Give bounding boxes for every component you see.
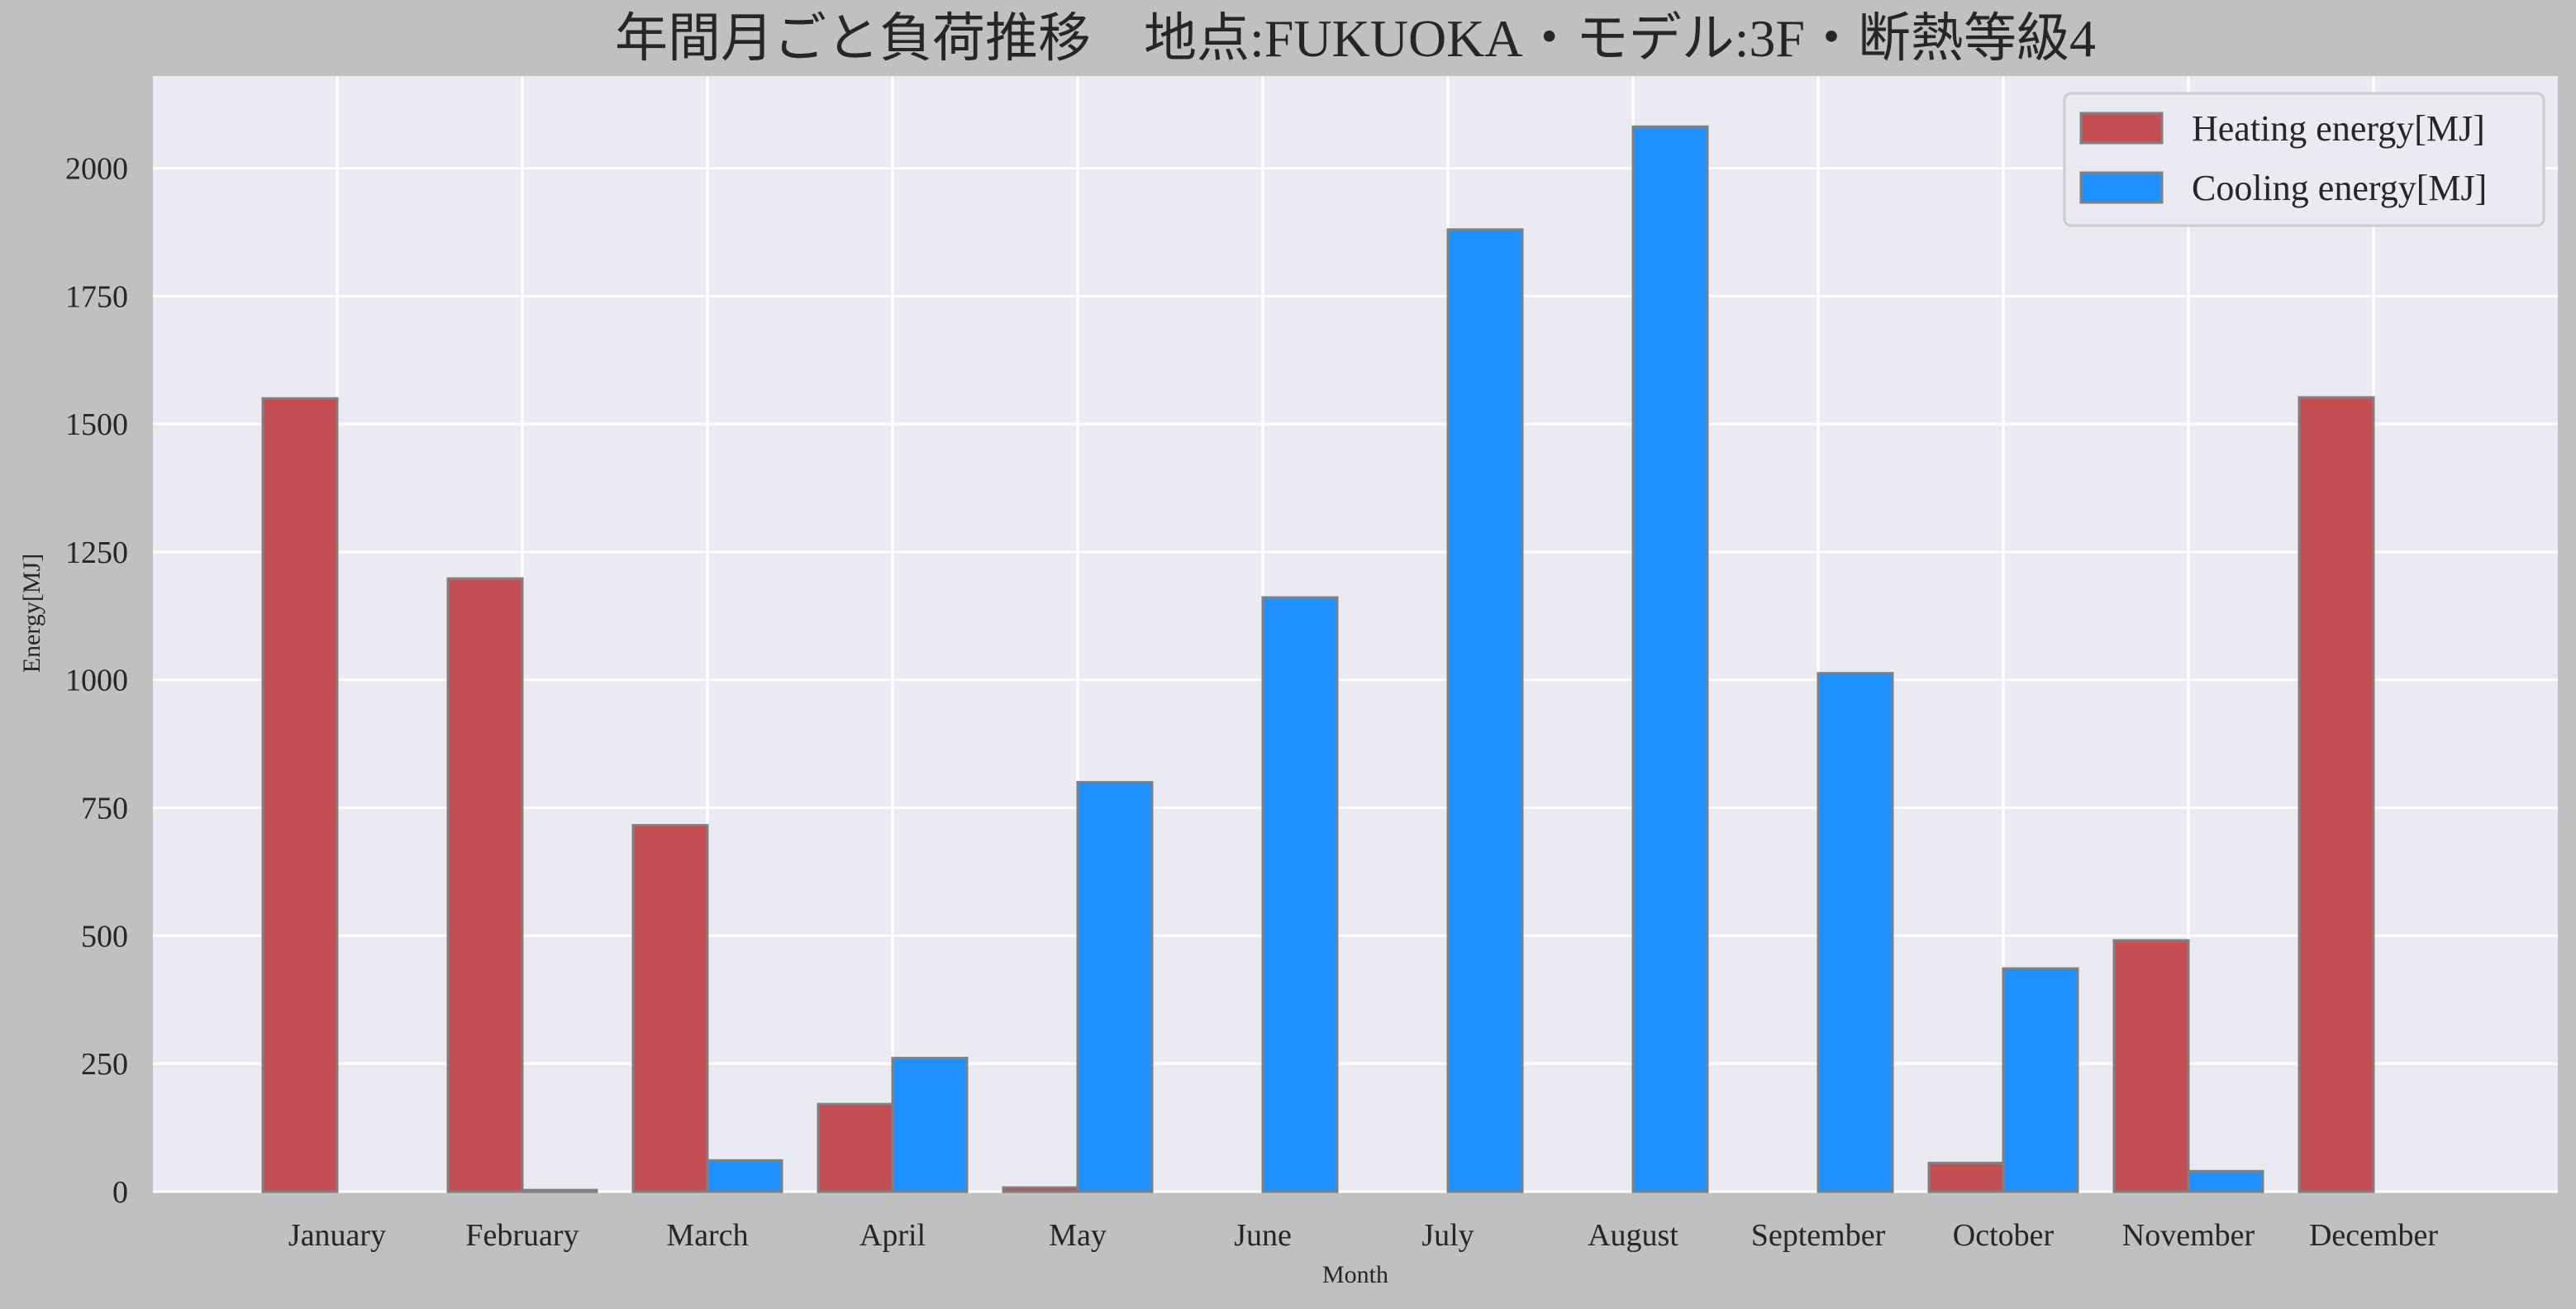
x-tick-label: December — [2309, 1218, 2438, 1253]
x-tick-label: April — [859, 1218, 926, 1253]
x-tick-label: October — [1953, 1218, 2055, 1253]
y-tick-label: 250 — [81, 1047, 128, 1082]
y-tick-label: 750 — [81, 792, 128, 826]
bar-cooling-september — [1817, 672, 1894, 1193]
x-tick-label: February — [465, 1218, 579, 1253]
legend-swatch — [2079, 171, 2164, 204]
y-tick-label: 1500 — [65, 407, 128, 442]
bar-heating-october — [1927, 1161, 2005, 1193]
y-tick-label: 500 — [81, 919, 128, 954]
y-tick-labels: 0 250 500 750 1000 1250 1500 1750 2000 — [65, 151, 128, 1210]
bar-heating-april — [817, 1102, 894, 1193]
bar-heating-may — [1002, 1186, 1079, 1193]
bar-cooling-april — [891, 1056, 969, 1193]
x-tick-label: September — [1751, 1218, 1886, 1253]
y-axis-label: Energy[MJ] — [18, 554, 45, 673]
x-tick-label: May — [1049, 1218, 1107, 1253]
x-tick-label: November — [2122, 1218, 2255, 1253]
legend-box — [2063, 92, 2545, 227]
x-tick-label: August — [1588, 1218, 1678, 1253]
bar-cooling-october — [2002, 967, 2079, 1193]
chart-title: 年間月ごと負荷推移 地点:FUKUOKA・モデル:3F・断熱等級4 — [615, 9, 2096, 68]
bar-heating-december — [2297, 396, 2375, 1193]
bar-cooling-june — [1261, 596, 1339, 1193]
x-axis-label: Month — [1322, 1261, 1388, 1288]
bar-heating-february — [446, 577, 524, 1193]
bar-cooling-march — [706, 1159, 783, 1193]
legend-swatch — [2079, 112, 2164, 145]
x-tick-label: July — [1421, 1218, 1474, 1253]
legend-label: Cooling energy[MJ] — [2192, 168, 2487, 208]
y-tick-label: 1000 — [65, 664, 128, 698]
y-tick-label: 1750 — [65, 279, 128, 314]
bar-cooling-august — [1631, 125, 1709, 1193]
bars — [261, 125, 2375, 1193]
bar-cooling-february — [521, 1188, 598, 1193]
legend: Heating energy[MJ] Cooling energy[MJ] — [2063, 92, 2545, 227]
bar-cooling-may — [1076, 781, 1154, 1193]
bar-heating-january — [261, 397, 339, 1193]
bar-heating-march — [631, 824, 709, 1193]
y-tick-label: 0 — [112, 1175, 128, 1210]
bar-heating-november — [2112, 939, 2190, 1193]
x-tick-label: January — [288, 1218, 386, 1253]
x-tick-label: June — [1234, 1218, 1292, 1253]
y-tick-label: 1250 — [65, 536, 128, 570]
bar-cooling-july — [1446, 228, 1524, 1193]
x-tick-labels: January February March April May June July Augu… — [288, 1218, 2438, 1253]
legend-label: Heating energy[MJ] — [2192, 108, 2485, 149]
bar-cooling-november — [2187, 1169, 2264, 1193]
x-tick-label: March — [666, 1218, 748, 1253]
y-tick-label: 2000 — [65, 151, 128, 186]
